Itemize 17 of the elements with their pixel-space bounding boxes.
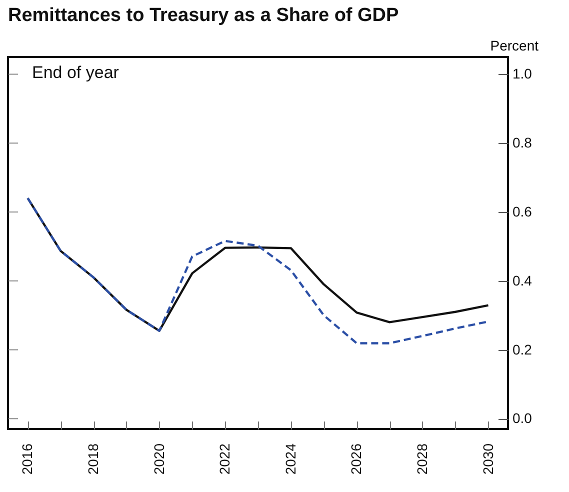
y-tick-label: 0.2 <box>512 341 532 358</box>
x-tick-label: 2020 <box>150 443 167 475</box>
y-axis-title: Percent <box>490 38 539 54</box>
y-tick-label: 0.8 <box>512 134 532 151</box>
x-tick-label: 2028 <box>414 443 430 475</box>
x-tick-label: 2018 <box>85 443 102 475</box>
x-tick-label: 2030 <box>480 443 496 475</box>
y-tick-label: 0.6 <box>512 204 532 220</box>
y-tick-label: 1.0 <box>512 66 532 82</box>
y-tick-label: 0.4 <box>512 272 532 288</box>
x-tick-label: 2022 <box>216 443 233 475</box>
y-tick-label: 0.0 <box>512 410 532 426</box>
x-tick-label: 2026 <box>348 443 364 475</box>
x-tick-label: 2024 <box>282 443 298 475</box>
annotation: End of year <box>32 63 120 82</box>
x-tick-label: 2016 <box>19 443 36 475</box>
chart-title: Remittances to Treasury as a Share of GDP <box>8 5 400 26</box>
